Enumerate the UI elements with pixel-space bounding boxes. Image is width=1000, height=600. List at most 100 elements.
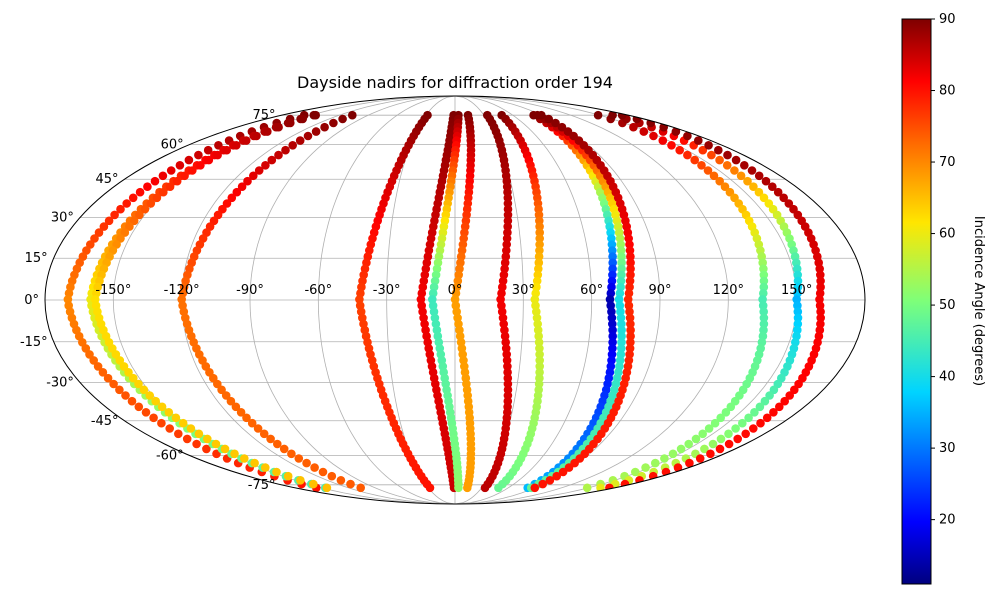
track-point (530, 483, 540, 493)
track-point (545, 476, 555, 485)
track-point (178, 418, 188, 428)
latitude-tick-label: -45° (91, 414, 119, 429)
track-point (617, 270, 626, 280)
track-point (741, 429, 750, 439)
track-point (283, 471, 293, 481)
track-point (129, 373, 138, 383)
track-point (792, 295, 801, 304)
track-point (194, 429, 204, 439)
latitude-tick-label: -30° (46, 375, 74, 390)
track-point (626, 331, 635, 341)
track-point (631, 467, 640, 477)
track-O (596, 110, 803, 493)
track-point (172, 176, 182, 186)
track-point (649, 131, 658, 141)
track-point (454, 483, 463, 493)
track-point (552, 471, 561, 481)
track-point (535, 228, 544, 237)
track-point (115, 356, 125, 365)
track-point (329, 118, 338, 128)
track-G (428, 110, 463, 493)
track-point (617, 252, 626, 261)
track-point (175, 161, 185, 170)
track-point (204, 155, 214, 165)
track-point (723, 150, 732, 160)
track-point (322, 483, 332, 493)
colorbar-tick-label: 20 (939, 513, 956, 528)
track-point (85, 350, 94, 359)
track-point (608, 325, 617, 335)
track-point (135, 187, 145, 197)
track-point (211, 439, 221, 449)
track-point (720, 182, 730, 191)
track-point (758, 295, 767, 304)
track-point (232, 187, 242, 197)
track-point (605, 295, 615, 304)
track-point (128, 193, 138, 203)
track-point (303, 131, 313, 141)
track-point (616, 282, 625, 292)
track-point (703, 166, 713, 175)
track-point (480, 483, 490, 493)
track-point (140, 204, 150, 214)
track-point (690, 155, 699, 165)
longitude-tick-label: 60° (580, 283, 603, 298)
track-point (425, 483, 435, 493)
track-point (279, 444, 289, 454)
track-point (749, 182, 758, 191)
track-point (141, 408, 151, 417)
track-point (759, 264, 768, 274)
track-point (754, 171, 764, 181)
track-point (626, 264, 635, 274)
track-point (557, 122, 567, 132)
track-point (698, 145, 708, 155)
colorbar-tick-label: 60 (939, 227, 956, 242)
track-point (608, 258, 617, 268)
track-point (780, 396, 789, 406)
latitude-tick-label: 75° (252, 108, 275, 123)
track-point (626, 252, 635, 261)
track-point (761, 176, 771, 186)
track-point (762, 413, 772, 423)
track-point (310, 463, 319, 472)
track-point (716, 434, 726, 444)
track-point (626, 319, 635, 329)
track-point (296, 476, 305, 485)
track-point (120, 228, 130, 237)
track-point (261, 161, 270, 170)
track-point (626, 270, 635, 280)
longitude-tick-label: -90° (236, 283, 264, 298)
latitude-tick-label: -75° (248, 478, 276, 493)
track-point (182, 434, 192, 444)
track-point (134, 379, 143, 389)
track-point (726, 402, 736, 412)
track-point (166, 166, 176, 175)
track-point (582, 483, 592, 493)
track-point (227, 193, 237, 203)
track-point (685, 458, 694, 468)
track-point (99, 222, 109, 231)
longitude-tick-label: 90° (648, 283, 671, 298)
track-point (715, 176, 724, 186)
track-point (143, 182, 152, 191)
track-point (165, 182, 175, 191)
track-point (759, 319, 769, 329)
track-point (731, 155, 741, 165)
track-point (724, 439, 734, 449)
track-F (416, 110, 459, 493)
longitude-tick-label: 30° (512, 283, 535, 298)
track-point (116, 204, 125, 214)
latitude-tick-label: -15° (20, 335, 48, 350)
track-point (607, 313, 617, 323)
track-point (704, 424, 714, 433)
track-point (667, 141, 676, 150)
track-point (743, 176, 752, 186)
track-point (608, 270, 617, 280)
track-point (535, 240, 544, 249)
track-point (738, 418, 747, 428)
track-point (336, 476, 346, 485)
track-M (530, 110, 635, 493)
track-point (816, 307, 825, 317)
longitude-tick-label: 150° (781, 283, 812, 298)
